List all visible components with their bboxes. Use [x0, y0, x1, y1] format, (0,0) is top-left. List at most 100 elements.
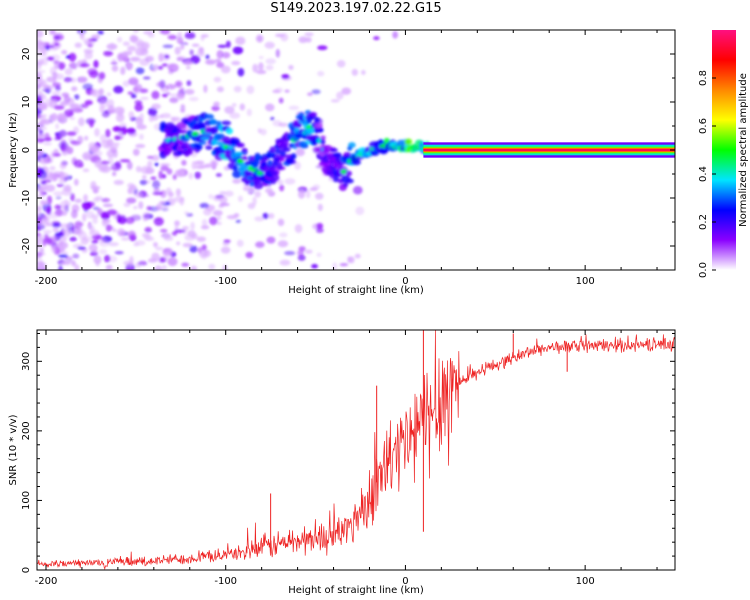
noise-blob — [166, 91, 171, 96]
noise-blob — [70, 193, 75, 202]
noise-blob — [211, 105, 220, 112]
noise-blob — [128, 111, 135, 119]
noise-blob — [160, 165, 169, 172]
noise-blob — [61, 211, 68, 216]
noise-blob — [98, 166, 108, 173]
noise-blob — [189, 245, 198, 253]
noise-blob — [213, 194, 223, 202]
noise-blob — [224, 190, 234, 197]
noise-blob — [72, 104, 79, 112]
noise-blob — [305, 36, 312, 43]
noise-blob — [37, 30, 44, 39]
spectrogram-xlabel: Height of straight line (km) — [288, 285, 424, 296]
noise-blob — [95, 260, 100, 267]
noise-blob — [105, 264, 113, 270]
ridge-blob — [240, 155, 248, 161]
noise-blob — [71, 209, 78, 219]
noise-blob — [37, 174, 42, 178]
noise-blob — [84, 100, 93, 106]
ridge-blob — [268, 170, 279, 175]
noise-blob — [63, 95, 71, 103]
ridge-blob — [243, 169, 253, 177]
colorbar-tick-label: 0.2 — [698, 214, 709, 230]
noise-blob — [98, 236, 105, 244]
ridge-blob — [342, 182, 349, 187]
y-tick-label: 20 — [21, 48, 32, 61]
noise-blob — [136, 40, 145, 46]
noise-blob — [82, 168, 90, 173]
noise-blob — [264, 41, 275, 49]
noise-blob — [153, 64, 159, 70]
noise-blob — [88, 70, 99, 78]
noise-blob — [132, 148, 140, 156]
noise-blob — [57, 62, 66, 70]
noise-blob — [278, 97, 284, 104]
noise-blob — [284, 89, 290, 93]
noise-blob — [216, 61, 225, 69]
ridge-blob — [232, 170, 242, 179]
noise-blob — [127, 45, 137, 52]
noise-blob — [181, 262, 190, 267]
noise-blob — [63, 76, 73, 83]
noise-blob — [92, 248, 98, 254]
noise-blob — [219, 202, 230, 207]
x-tick-label: -100 — [214, 576, 237, 587]
noise-blob — [266, 236, 276, 244]
ridge-blob — [232, 165, 239, 172]
noise-blob — [40, 200, 49, 205]
noise-blob — [176, 56, 186, 60]
noise-blob — [112, 228, 117, 232]
noise-blob — [59, 130, 68, 137]
noise-blob — [306, 190, 311, 199]
noise-blob — [252, 63, 258, 73]
noise-blob — [135, 117, 144, 126]
noise-blob — [162, 44, 174, 49]
noise-blob — [373, 36, 380, 41]
noise-blob — [169, 93, 177, 97]
noise-blob — [167, 257, 178, 267]
noise-blob — [200, 251, 208, 260]
noise-blob — [245, 251, 254, 259]
noise-blob — [217, 215, 222, 221]
noise-blob — [37, 233, 44, 241]
noise-blob — [63, 184, 72, 192]
noise-blob — [122, 80, 130, 87]
noise-blob — [114, 251, 124, 255]
noise-blob — [233, 85, 242, 93]
noise-blob — [56, 183, 65, 188]
noise-blob — [351, 68, 359, 76]
noise-blob — [272, 89, 281, 94]
noise-blob — [58, 254, 69, 258]
noise-blob — [107, 209, 118, 216]
noise-blob — [196, 50, 206, 58]
x-tick-label: -200 — [35, 276, 58, 287]
noise-blob — [137, 260, 148, 266]
noise-blob — [158, 65, 163, 70]
noise-blob — [89, 230, 100, 237]
ridge-blob — [298, 140, 309, 148]
noise-blob — [181, 225, 190, 231]
noise-blob — [159, 163, 171, 167]
noise-blob — [183, 211, 189, 215]
noise-blob — [39, 158, 49, 165]
noise-blob — [135, 165, 142, 173]
noise-blob — [112, 171, 117, 177]
noise-blob — [55, 195, 62, 200]
noise-blob — [317, 203, 323, 212]
noise-blob — [105, 128, 111, 138]
noise-blob — [159, 200, 166, 205]
noise-blob — [284, 178, 296, 185]
noise-blob — [208, 194, 214, 200]
noise-blob — [37, 138, 46, 143]
noise-blob — [317, 70, 325, 77]
noise-blob — [348, 256, 355, 264]
noise-blob — [182, 242, 193, 248]
noise-blob — [231, 60, 241, 66]
ridge-blob — [314, 117, 320, 125]
noise-blob — [160, 30, 171, 35]
noise-blob — [145, 236, 155, 241]
noise-blob — [101, 110, 110, 118]
noise-blob — [130, 93, 137, 99]
noise-blob — [122, 51, 133, 56]
noise-blob — [126, 197, 137, 204]
